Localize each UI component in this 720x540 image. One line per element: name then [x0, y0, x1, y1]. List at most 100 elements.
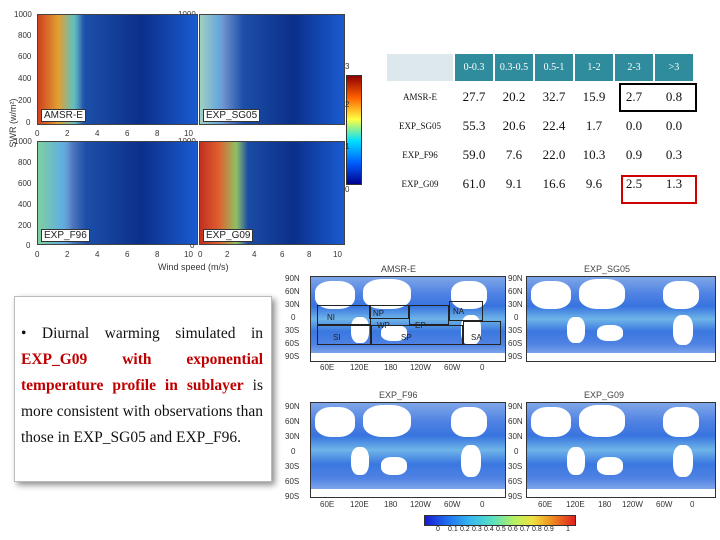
lat-tick: 90S: [508, 492, 523, 501]
xtick: 4: [252, 250, 257, 259]
ytick: 200: [18, 96, 32, 105]
table-cell: 1.3: [655, 170, 693, 197]
scatter-panel-f96: EXP_F96: [37, 141, 198, 245]
table-cell: 20.6: [495, 112, 533, 139]
table-header-cell: 0-0.3: [455, 54, 493, 81]
map-colorbar-tick: 0.4: [484, 526, 494, 533]
lat-tick: 90S: [508, 352, 523, 361]
highlight-box-g09: [621, 175, 697, 204]
table-row-label: EXP_F96: [402, 149, 438, 160]
scatter-panel-sg05: EXP_SG05: [199, 14, 345, 125]
region-label: NA: [453, 307, 465, 316]
note-highlight: EXP_G09 with exponential temperature pro…: [21, 351, 263, 394]
table-row-label: AMSR-E: [402, 91, 437, 102]
map-g09: [526, 402, 716, 498]
region-label: WP: [377, 321, 390, 330]
xtick: 10: [184, 250, 193, 259]
table-header-cell: 1-2: [575, 54, 613, 81]
lon-tick: 120W: [410, 363, 431, 372]
ytick: 200: [18, 221, 32, 230]
map-colorbar-tick: 0.3: [472, 526, 482, 533]
ytick: 800: [18, 158, 32, 167]
xtick: 8: [307, 250, 312, 259]
lat-tick: 90N: [508, 274, 523, 283]
lat-tick: 60S: [285, 339, 300, 348]
ytick: 0: [26, 241, 31, 250]
lat-tick: 90N: [508, 402, 523, 411]
map-colorbar-tick: 0.8: [532, 526, 542, 533]
note-text: Diurnal warming simulated in: [41, 325, 263, 342]
table-row: EXP_SG05 55.3 20.6 22.4 1.7 0.0 0.0: [387, 112, 693, 139]
scatter-panel-g09: EXP_G09: [199, 141, 345, 245]
xtick: 6: [125, 129, 130, 138]
scatter-xlabel: Wind speed (m/s): [158, 262, 229, 272]
scatter-panel-amsre: AMSR-E: [37, 14, 198, 125]
table-cell: 1.7: [575, 112, 613, 139]
lon-tick: 120E: [350, 363, 369, 372]
ytick: 1000: [14, 137, 32, 146]
scatter-panel-label: EXP_SG05: [203, 109, 261, 122]
scatter-figure: SWR (w/m²) 1000 800 600 400 200 0 1000 8…: [0, 0, 370, 275]
scatter-panel-label: EXP_F96: [41, 229, 90, 242]
xtick: 8: [155, 250, 160, 259]
lat-tick: 90N: [285, 402, 300, 411]
lat-tick: 60S: [285, 477, 300, 486]
lat-tick: 60N: [508, 287, 523, 296]
map-colorbar-tick: 0.2: [460, 526, 470, 533]
table-cell: 55.3: [455, 112, 493, 139]
table-cell: 15.9: [575, 83, 613, 110]
maps-figure: 90N 60N 30N 0 30S 60S 90S 90N 60N 30N 0 …: [276, 262, 720, 540]
map-title: AMSR-E: [381, 264, 417, 274]
ytick: 400: [18, 74, 32, 83]
scatter-colorbar: [346, 75, 362, 185]
table-cell: 61.0: [455, 170, 493, 197]
lat-tick: 30N: [285, 432, 300, 441]
xtick: 10: [333, 250, 342, 259]
map-colorbar-tick: 0: [436, 526, 440, 533]
table-header-cell: 0.3-0.5: [495, 54, 533, 81]
map-colorbar-tick: 0.9: [544, 526, 554, 533]
lon-tick: 0: [690, 500, 695, 509]
ytick: 0: [190, 241, 195, 250]
table-cell: 59.0: [455, 141, 493, 168]
map-title: EXP_G09: [584, 390, 625, 400]
lat-tick: 30S: [285, 326, 300, 335]
lat-tick: 90S: [285, 492, 300, 501]
lat-tick: 0: [291, 447, 296, 456]
map-colorbar: [424, 515, 576, 526]
table-header-cell: 2-3: [615, 54, 653, 81]
table-cell: 20.2: [495, 83, 533, 110]
map-colorbar-tick: 0.1: [448, 526, 458, 533]
table-row: EXP_F96 59.0 7.6 22.0 10.3 0.9 0.3: [387, 141, 693, 168]
region-label: NI: [327, 313, 335, 322]
ytick: 600: [18, 52, 32, 61]
map-title: EXP_SG05: [584, 264, 631, 274]
scatter-panel-label: AMSR-E: [41, 109, 86, 122]
xtick: 6: [280, 250, 285, 259]
map-amsre: NI NP WP EP NA SI SP SA: [310, 276, 506, 362]
region-label: SI: [333, 333, 341, 342]
xtick: 2: [65, 250, 70, 259]
lon-tick: 0: [480, 500, 485, 509]
xtick: 2: [225, 250, 230, 259]
colorbar-tick: 1: [345, 142, 350, 151]
table-cell: 9.1: [495, 170, 533, 197]
bullet: •: [21, 325, 27, 342]
table-cell: 0.0: [615, 112, 653, 139]
lon-tick: 60E: [538, 500, 553, 509]
frequency-table: 0-0.3 0.3-0.5 0.5-1 1-2 2-3 >3 AMSR-E 27…: [385, 52, 695, 199]
ytick: 800: [18, 31, 32, 40]
xtick: 2: [65, 129, 70, 138]
lon-tick: 0: [480, 363, 485, 372]
lat-tick: 0: [291, 313, 296, 322]
table-cell: 0.0: [655, 112, 693, 139]
table-header-row: 0-0.3 0.3-0.5 0.5-1 1-2 2-3 >3: [387, 54, 693, 81]
xtick: 0: [35, 129, 40, 138]
region-label: EP: [415, 321, 426, 330]
lat-tick: 30N: [508, 300, 523, 309]
lon-tick: 180: [598, 500, 612, 509]
lon-tick: 60W: [444, 500, 461, 509]
lon-tick: 120E: [350, 500, 369, 509]
table-row: AMSR-E 27.7 20.2 32.7 15.9 2.7 0.8: [387, 83, 693, 110]
region-label: SP: [401, 333, 412, 342]
